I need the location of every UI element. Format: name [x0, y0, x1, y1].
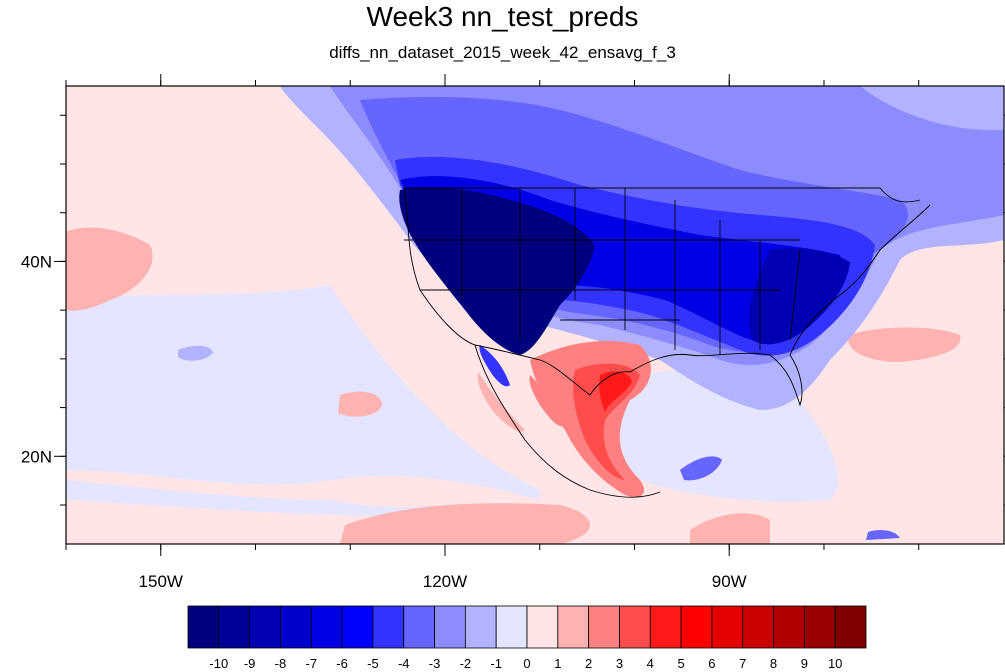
colorbar-swatch	[526, 605, 559, 649]
colorbar-label: 1	[554, 656, 561, 671]
colorbar-label: 6	[708, 656, 715, 671]
contour-pink-atlantic	[847, 327, 961, 362]
colorbar-swatch	[341, 605, 374, 649]
colorbar-label: -2	[460, 656, 472, 671]
colorbar-label: 4	[647, 656, 654, 671]
plot-title: Week3 nn_test_preds	[366, 1, 639, 32]
colorbar-swatch	[834, 605, 867, 649]
colorbar-label: -1	[490, 656, 502, 671]
colorbar-label: 3	[616, 656, 623, 671]
map-field	[66, 86, 1004, 544]
contour-pink-caribbean	[690, 513, 770, 544]
contour-blue-caribbean	[680, 456, 722, 481]
lon-tick-label: 120W	[423, 572, 467, 591]
colorbar: -10 -9 -8 -7 -6 -5 -4 -3 -2 -1 0 1 2 3 4 5 6 7 8 9 10	[187, 605, 867, 671]
colorbar-label: -10	[209, 656, 228, 671]
colorbar-swatch	[680, 605, 713, 649]
colorbar-swatch	[588, 605, 620, 649]
colorbar-swatch	[803, 605, 836, 649]
colorbar-swatch	[464, 605, 497, 649]
contour-red-baja	[529, 375, 565, 427]
colorbar-label: -3	[429, 656, 441, 671]
lat-tick-label: 40N	[21, 252, 52, 271]
lon-tick-label: 90W	[712, 572, 747, 591]
colorbar-swatch	[619, 605, 651, 649]
colorbar-swatch	[218, 605, 251, 649]
contour-red-inner	[573, 363, 640, 480]
lat-tick-label: 20N	[21, 447, 52, 466]
colorbar-label: -9	[244, 656, 256, 671]
contour-pacific-band	[66, 285, 540, 500]
map-frame	[65, 85, 1005, 545]
colorbar-swatch	[557, 605, 590, 649]
colorbar-label: -4	[398, 656, 410, 671]
plot-subtitle: diffs_nn_dataset_2015_week_42_ensavg_f_3	[329, 43, 676, 62]
lon-tick-label: 150W	[139, 572, 183, 591]
colorbar-swatch	[742, 605, 774, 649]
boundaries	[403, 187, 931, 498]
colorbar-swatch	[495, 605, 528, 649]
colorbar-swatch	[434, 605, 466, 649]
colorbar-label: 8	[770, 656, 777, 671]
colorbar-swatch	[403, 605, 435, 649]
contour-west-darkest	[399, 187, 595, 355]
colorbar-swatch	[249, 605, 281, 649]
map-ticks: 150W 120W 90W 40N 20N	[21, 74, 1005, 591]
colorbar-label: 10	[828, 656, 842, 671]
contour-pacific-band-south	[66, 480, 430, 516]
colorbar-label: 0	[523, 656, 530, 671]
colorbar-swatch	[280, 605, 312, 649]
colorbar-label: 5	[677, 656, 684, 671]
colorbar-swatch	[372, 605, 405, 649]
contour-pink-west	[66, 227, 153, 311]
colorbar-label: 7	[739, 656, 746, 671]
colorbar-swatch	[649, 605, 682, 649]
contour-pink-south	[340, 503, 590, 544]
colorbar-swatch	[711, 605, 744, 649]
contour-blue-baja	[479, 345, 510, 387]
colorbar-swatch	[310, 605, 343, 649]
colorbar-swatch	[773, 605, 805, 649]
colorbar-label: -5	[367, 656, 379, 671]
colorbar-label: 9	[801, 656, 808, 671]
contour-red-core	[599, 371, 632, 412]
colorbar-label: -6	[336, 656, 348, 671]
colorbar-label: 2	[585, 656, 592, 671]
colorbar-label: -7	[305, 656, 317, 671]
colorbar-swatch	[187, 605, 220, 649]
contour-pink-mid	[338, 391, 382, 417]
contour-blue-se	[866, 530, 900, 540]
contour-pink-bajacoast	[477, 372, 525, 432]
contour-east-dark	[749, 248, 850, 345]
contour-blue-small-pacific	[178, 345, 213, 361]
colorbar-label: -8	[275, 656, 287, 671]
